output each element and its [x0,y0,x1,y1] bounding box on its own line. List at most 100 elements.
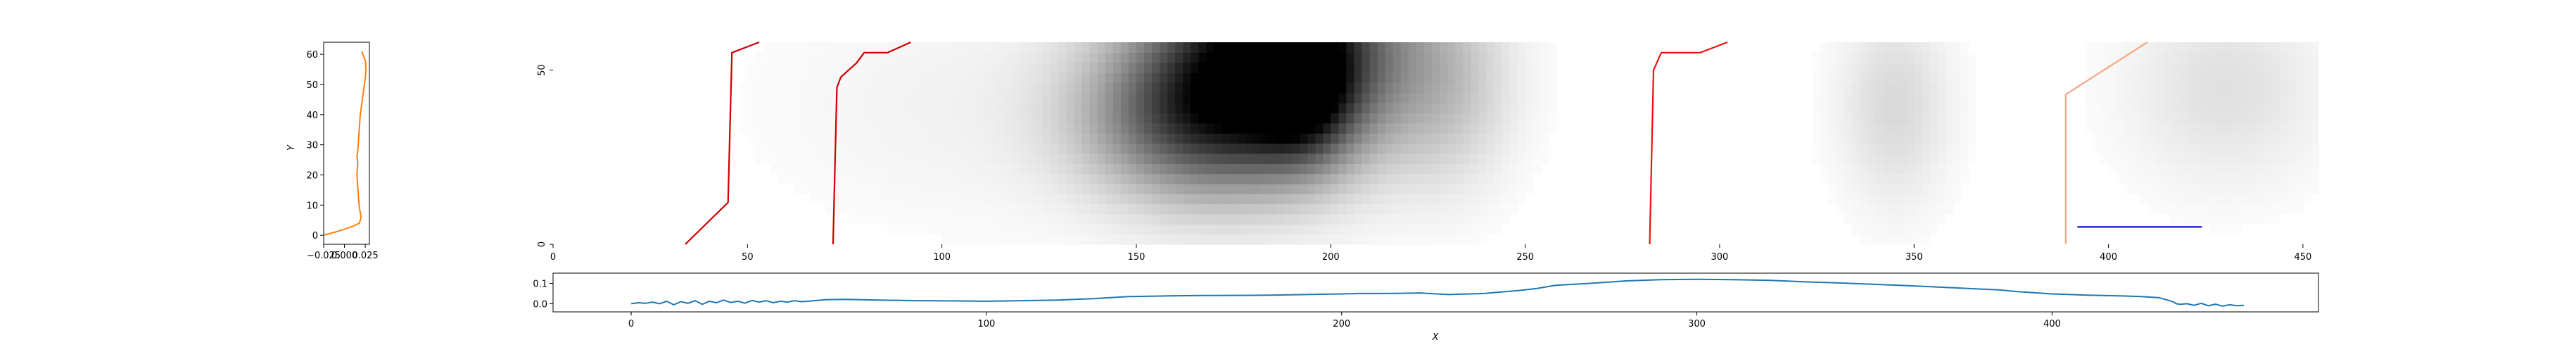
heatmap-cell [1883,52,1891,63]
heatmap-cell [1043,183,1051,194]
heatmap-cell [1440,113,1448,124]
heatmap-cell [1183,203,1191,215]
heatmap-cell [1463,62,1471,73]
heatmap-cell [1455,82,1464,94]
heatmap-cell [2124,143,2133,154]
heatmap-cell [1906,234,1915,245]
heatmap-cell [1369,52,1378,63]
heatmap-cell [2162,143,2171,154]
heatmap-cell [2225,122,2234,134]
heatmap-cell [1120,203,1129,215]
heatmap-cell [2279,92,2288,103]
heatmap-cell [934,213,943,225]
heatmap-cell [1455,153,1464,164]
heatmap-cell [1867,113,1876,124]
heatmap-cell [1160,234,1168,245]
heatmap-cell [1245,62,1254,73]
heatmap-cell [1883,143,1891,154]
heatmap-cell [1315,224,1324,235]
heatmap-cell [1525,62,1534,73]
heatmap-cell [1440,224,1448,235]
heatmap-cell [2279,42,2288,53]
heatmap-cell [1369,173,1378,184]
heatmap-cell [895,103,903,114]
heatmap-cell [1548,73,1557,83]
heatmap-cell [2217,92,2226,103]
heatmap-cell [864,82,873,94]
heatmap-cell [1089,133,1098,144]
heatmap-cell [1906,143,1915,154]
heatmap-cell [1423,203,1433,215]
heatmap-cell [2225,82,2234,94]
heatmap-cell [840,62,849,73]
heatmap-cell [2233,122,2242,134]
heatmap-cell [2271,113,2280,124]
heatmap-cell [1859,234,1868,245]
heatmap-cell [1136,73,1145,83]
heatmap-cell [1292,73,1300,83]
heatmap-cell [1929,213,1939,225]
heatmap-cell [2248,153,2257,164]
heatmap-cell [794,73,803,83]
heatmap-cell [1354,153,1363,164]
heatmap-cell [1338,92,1347,103]
heatmap-cell [1385,103,1394,114]
heatmap-cell [747,103,756,114]
heatmap-cell [2271,73,2280,83]
heatmap-cell [2202,163,2210,175]
heatmap-cell [1004,173,1013,184]
heatmap-cell [949,173,958,184]
heatmap-cell [1400,213,1409,225]
heatmap-cell [1300,183,1308,194]
heatmap-cell [1486,122,1495,134]
heatmap-cell [1447,113,1456,124]
heatmap-cell [763,143,772,154]
heatmap-cell [1112,234,1122,245]
heatmap-cell [1175,203,1184,215]
heatmap-cell [849,183,857,194]
heatmap-cell [2310,122,2319,134]
heatmap-cell [1836,203,1845,215]
heatmap-cell [2233,133,2242,144]
heatmap-cell [1478,173,1487,184]
heatmap-cell [1471,52,1479,63]
heatmap-cell [1152,163,1160,175]
heatmap-cell [926,82,935,94]
heatmap-cell [2271,163,2280,175]
heatmap-cell [1081,224,1091,235]
heatmap-cell [832,42,842,53]
heatmap-cell [1020,92,1028,103]
heatmap-cell [988,113,997,124]
heatmap-cell [1120,52,1129,63]
heatmap-cell [972,194,982,205]
heatmap-cell [1252,183,1262,194]
heatmap-cell [1423,163,1433,175]
heatmap-cell [1027,234,1036,245]
heatmap-cell [934,143,943,154]
heatmap-cell [2233,224,2242,235]
heatmap-cell [2178,213,2187,225]
heatmap-cell [2155,133,2164,144]
heatmap-cell [1066,52,1075,63]
heatmap-cell [856,92,865,103]
heatmap-cell [1385,122,1394,134]
heatmap-cell [1252,143,1262,154]
heatmap-cell [1867,42,1876,53]
heatmap-cell [1027,163,1036,175]
heatmap-cell [980,153,989,164]
heatmap-cell [1051,183,1060,194]
heatmap-cell [1423,183,1433,194]
heatmap-cell [2202,92,2210,103]
heatmap-cell [957,163,966,175]
heatmap-cell [957,203,966,215]
heatmap-cell [996,203,1005,215]
heatmap-cell [2171,103,2179,114]
heatmap-cell [2248,133,2257,144]
heatmap-cell [1183,143,1191,154]
heatmap-cell [1066,224,1075,235]
heatmap-cell [2162,92,2171,103]
heatmap-cell [849,122,857,134]
heatmap-cell [1423,133,1433,144]
heatmap-cell [2302,92,2311,103]
heatmap-cell [1276,224,1285,235]
